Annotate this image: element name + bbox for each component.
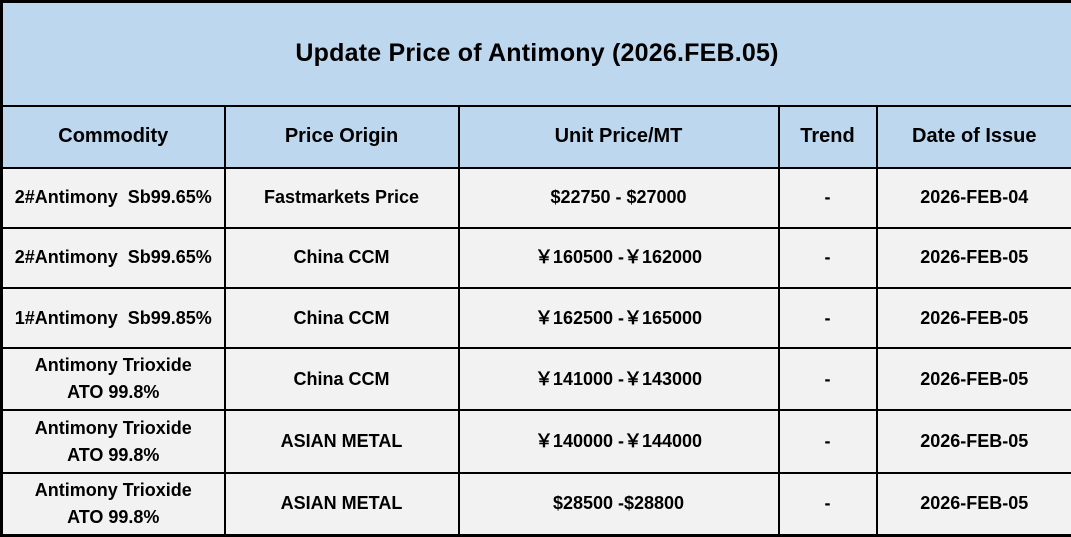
commodity-cell: Antimony Trioxide ATO 99.8% <box>0 347 226 412</box>
table-body: 2#Antimony Sb99.65% Fastmarkets Price $227… <box>0 166 1071 537</box>
price-origin-cell: China CCM <box>223 286 460 350</box>
date-of-issue-cell: 2026-FEB-05 <box>875 471 1071 537</box>
price-origin-cell: ASIAN METAL <box>223 471 460 537</box>
unit-price-cell: ￥140000 -￥144000 <box>457 409 780 474</box>
commodity-cell: Antimony Trioxide ATO 99.8% <box>0 409 226 474</box>
date-of-issue-cell: 2026-FEB-05 <box>875 347 1071 412</box>
date-of-issue-cell: 2026-FEB-05 <box>875 286 1071 350</box>
header-date-of-issue: Date of Issue <box>875 104 1071 169</box>
table-row: 2#Antimony Sb99.65% China CCM ￥160500 -￥16… <box>0 226 1071 289</box>
trend-cell: - <box>777 286 878 350</box>
table-row: 2#Antimony Sb99.65% Fastmarkets Price $227… <box>0 166 1071 229</box>
price-origin-cell: ASIAN METAL <box>223 409 460 474</box>
trend-cell: - <box>777 471 878 537</box>
price-origin-cell: Fastmarkets Price <box>223 166 460 229</box>
unit-price-cell: $22750 - $27000 <box>457 166 780 229</box>
unit-price-cell: ￥160500 -￥162000 <box>457 226 780 289</box>
commodity-cell: 1#Antimony Sb99.85% <box>0 286 226 350</box>
header-unit-price: Unit Price/MT <box>457 104 780 169</box>
unit-price-cell: ￥162500 -￥165000 <box>457 286 780 350</box>
date-of-issue-cell: 2026-FEB-05 <box>875 226 1071 289</box>
date-of-issue-cell: 2026-FEB-04 <box>875 166 1071 229</box>
column-header-row: Commodity Price Origin Unit Price/MT Tre… <box>0 104 1071 169</box>
table-row: 1#Antimony Sb99.85% China CCM ￥162500 -￥16… <box>0 286 1071 350</box>
price-origin-cell: China CCM <box>223 226 460 289</box>
price-origin-cell: China CCM <box>223 347 460 412</box>
commodity-cell: 2#Antimony Sb99.65% <box>0 226 226 289</box>
unit-price-cell: $28500 -$28800 <box>457 471 780 537</box>
commodity-cell: 2#Antimony Sb99.65% <box>0 166 226 229</box>
unit-price-cell: ￥141000 -￥143000 <box>457 347 780 412</box>
table-row: Antimony Trioxide ATO 99.8% ASIAN METAL ￥1… <box>0 409 1071 474</box>
title-row: Update Price of Antimony (2026.FEB.05) <box>0 0 1071 107</box>
header-commodity: Commodity <box>0 104 226 169</box>
header-trend: Trend <box>777 104 878 169</box>
trend-cell: - <box>777 226 878 289</box>
trend-cell: - <box>777 409 878 474</box>
trend-cell: - <box>777 347 878 412</box>
date-of-issue-cell: 2026-FEB-05 <box>875 409 1071 474</box>
page-title: Update Price of Antimony (2026.FEB.05) <box>0 0 1071 107</box>
table-row: Antimony Trioxide ATO 99.8% ASIAN METAL $2… <box>0 471 1071 537</box>
header-price-origin: Price Origin <box>223 104 460 169</box>
table-row: Antimony Trioxide ATO 99.8% China CCM ￥141… <box>0 347 1071 412</box>
trend-cell: - <box>777 166 878 229</box>
commodity-cell: Antimony Trioxide ATO 99.8% <box>0 471 226 537</box>
